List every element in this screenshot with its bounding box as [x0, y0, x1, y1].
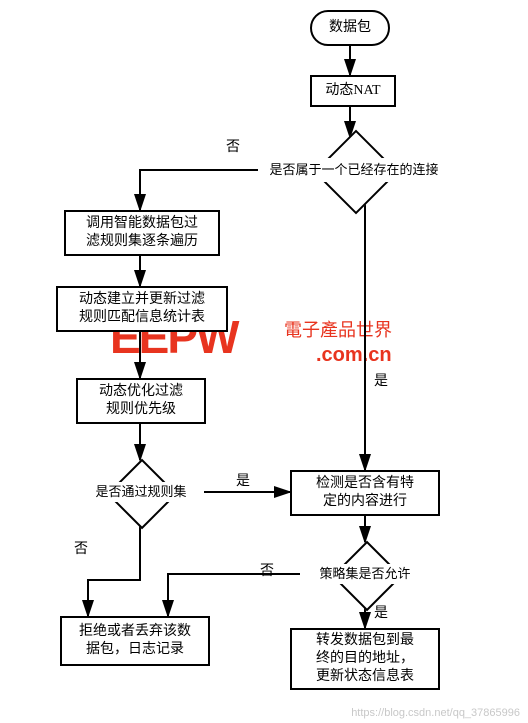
edge-label-yes1: 是 [374, 370, 388, 390]
flowchart-canvas: EEPW 電子產品世界 .com.cn 数据包动态NAT是否属于一个已经存在的连… [0, 0, 528, 723]
node-optimize: 动态优化过滤 规则优先级 [76, 378, 206, 424]
edge-label-yes3: 是 [374, 602, 388, 622]
node-detect: 检测是否含有特 定的内容进行 [290, 470, 440, 516]
node-traverse: 调用智能数据包过 滤规则集逐条遍历 [64, 210, 220, 256]
node-stats: 动态建立并更新过滤 规则匹配信息统计表 [56, 286, 228, 332]
edges-layer [0, 0, 528, 723]
footer-watermark: https://blog.csdn.net/qq_37865996 [351, 707, 520, 719]
watermark-url: .com.cn [316, 344, 392, 367]
edge-label-yes2: 是 [236, 470, 250, 490]
node-forward: 转发数据包到最 终的目的地址， 更新状态信息表 [290, 628, 440, 690]
node-reject: 拒绝或者丢弃该数 据包，日志记录 [60, 616, 210, 666]
edge-9 [88, 524, 140, 616]
node-dec_conn-text: 是否属于一个已经存在的连接 [258, 158, 450, 182]
edge-label-no2: 否 [74, 538, 88, 558]
node-start: 数据包 [310, 10, 390, 46]
node-dec_rules-text: 是否通过规则集 [78, 482, 204, 502]
node-dec_policy-text: 策略集是否允许 [300, 564, 430, 584]
edge-label-no3: 否 [260, 560, 274, 580]
node-nat: 动态NAT [310, 75, 396, 107]
edge-label-no1: 否 [226, 136, 240, 156]
watermark-tagline: 電子產品世界 [284, 316, 392, 342]
